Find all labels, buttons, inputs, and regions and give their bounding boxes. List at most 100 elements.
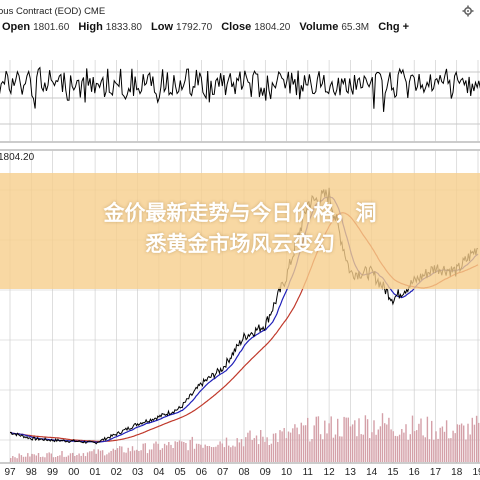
- volume-bar: [223, 447, 226, 462]
- volume-bar: [384, 423, 386, 462]
- volume-bar: [268, 445, 270, 462]
- volume-bar: [106, 454, 108, 462]
- volume-bar: [456, 424, 458, 462]
- volume-bar: [86, 452, 89, 462]
- volume-bar: [52, 457, 55, 462]
- volume-bar: [441, 426, 444, 462]
- volume-bar: [189, 440, 191, 462]
- x-tick-label: 14: [366, 467, 378, 478]
- volume-bar: [48, 452, 50, 462]
- volume-bar: [339, 436, 341, 462]
- volume-bar: [153, 443, 155, 462]
- high-value: 1833.80: [105, 22, 142, 33]
- volume-bar: [67, 455, 70, 462]
- volume-bar: [422, 435, 424, 462]
- volume-bar: [403, 432, 405, 462]
- volume-bar: [110, 451, 112, 462]
- x-tick-label: 03: [132, 467, 144, 478]
- volume-bar: [364, 415, 367, 462]
- volume-bar: [78, 453, 80, 462]
- volume-bar: [296, 427, 298, 462]
- volume-bar: [219, 441, 221, 462]
- volume-bar: [411, 415, 414, 462]
- x-tick-label: 08: [238, 467, 250, 478]
- volume-bars: [10, 413, 480, 462]
- volume-bar: [396, 436, 399, 462]
- volume-bar: [27, 453, 29, 462]
- x-tick-label: 13: [345, 467, 357, 478]
- volume-bar: [420, 418, 422, 462]
- volume-bar: [315, 416, 317, 462]
- headline-line-1: 金价最新走势与今日价格，洞: [103, 201, 377, 225]
- volume-bar: [377, 429, 379, 462]
- headline-text: 金价最新走势与今日价格，洞 悉黄金市场风云变幻: [0, 198, 480, 260]
- x-axis: 97 98 99 00 01 02 03 04 05 06 07 08 09 10 11 12 13 14 15 16…: [4, 467, 480, 478]
- volume-bar: [176, 441, 179, 462]
- volume-bar: [20, 455, 23, 462]
- volume-bar: [31, 453, 33, 462]
- volume-bar: [458, 424, 461, 462]
- volume-bar: [93, 449, 95, 462]
- volume-bar: [251, 440, 253, 462]
- volume-bar: [187, 450, 189, 462]
- x-tick-label: 05: [175, 467, 187, 478]
- volume-bar: [478, 422, 480, 462]
- volume-bar: [42, 456, 44, 462]
- volume-bar: [131, 446, 134, 462]
- volume-bar: [16, 458, 18, 462]
- volume-bar: [217, 444, 219, 462]
- x-tick-label: 10: [281, 467, 293, 478]
- volume-bar: [272, 433, 275, 462]
- volume-bar: [138, 451, 140, 462]
- volume-bar: [50, 453, 52, 462]
- volume-bar: [155, 441, 157, 462]
- x-tick-label: 00: [68, 467, 80, 478]
- volume-bar: [221, 443, 223, 462]
- volume-bar: [18, 453, 20, 462]
- volume-bar: [183, 442, 185, 462]
- volume-bar: [97, 449, 99, 462]
- volume-bar: [435, 431, 437, 462]
- volume-bar: [437, 438, 439, 462]
- volume-bar: [210, 447, 213, 462]
- volume-bar: [191, 436, 193, 462]
- contract-title: ous Contract (EOD) CME: [0, 6, 105, 17]
- x-tick-label: 18: [451, 467, 463, 478]
- high-label: High: [78, 21, 103, 33]
- volume-bar: [392, 431, 394, 462]
- volume-bar: [25, 456, 27, 462]
- volume-bar: [59, 455, 61, 462]
- volume-bar: [257, 444, 260, 462]
- volume-bar: [379, 426, 382, 462]
- volume-bar: [283, 428, 285, 462]
- volume-bar: [57, 456, 59, 462]
- volume-bar: [178, 440, 181, 462]
- volume-bar: [371, 432, 373, 462]
- volume-bar: [322, 439, 324, 462]
- volume-bar: [292, 428, 294, 462]
- volume-bar: [407, 439, 409, 462]
- gear-icon[interactable]: [462, 5, 474, 17]
- volume-bar: [119, 446, 121, 462]
- volume-bar: [330, 416, 332, 462]
- volume-bar: [343, 416, 345, 462]
- volume-bar: [39, 457, 42, 462]
- x-tick-label: 99: [47, 467, 59, 478]
- volume-bar: [279, 430, 281, 462]
- volume-bar: [424, 437, 426, 462]
- volume-bar: [236, 438, 238, 462]
- oscillator-line: [0, 66, 480, 112]
- x-tick-label: 09: [260, 467, 272, 478]
- volume-bar: [416, 430, 418, 462]
- volume-bar: [72, 452, 74, 462]
- x-tick-label: 11: [303, 467, 314, 478]
- volume-bar: [206, 446, 208, 462]
- x-tick-label: 98: [26, 467, 38, 478]
- close-value: 1804.20: [254, 22, 291, 33]
- volume-bar: [133, 450, 136, 462]
- volume-bar: [390, 429, 392, 462]
- volume-bar: [10, 458, 12, 462]
- volume-bar: [225, 437, 228, 462]
- volume-bar: [313, 425, 315, 462]
- volume-bar: [454, 433, 456, 462]
